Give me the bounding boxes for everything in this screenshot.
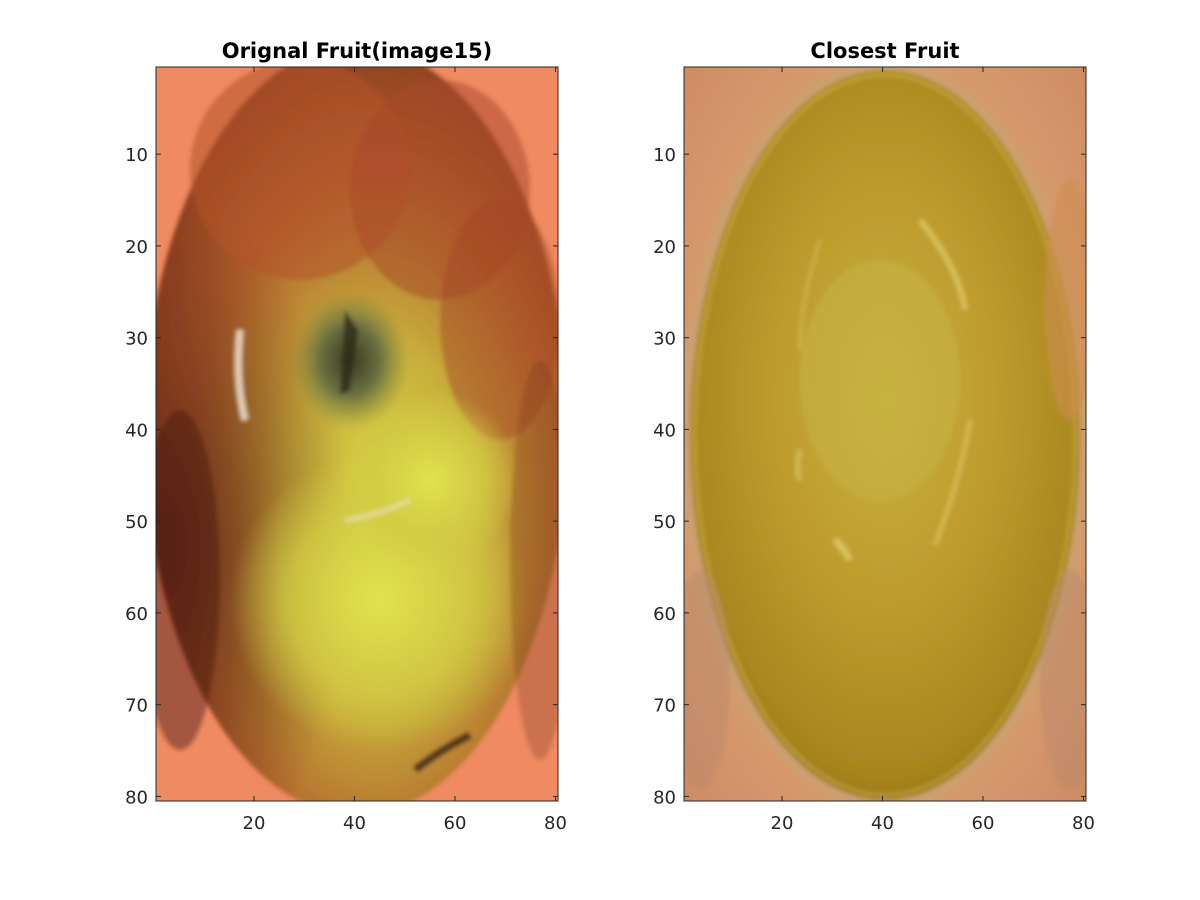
y-tick-label-closest: 40 xyxy=(653,420,676,441)
x-tick-label-closest: 40 xyxy=(871,813,894,834)
image-closest-fruit xyxy=(684,67,1086,801)
y-tick-label-original: 50 xyxy=(125,512,148,533)
y-tick-label-closest: 70 xyxy=(653,696,676,717)
y-tick-label-original: 80 xyxy=(125,787,148,808)
axes-closest: 20 40 60 80 10 20 30 40 50 60 70 80 Closest Fruit xyxy=(653,39,1095,834)
y-tick-label-original: 10 xyxy=(125,145,148,166)
y-tick-label-closest: 80 xyxy=(653,787,676,808)
chart-title-closest: Closest Fruit xyxy=(810,39,959,63)
x-tick-label-closest: 80 xyxy=(1072,813,1095,834)
x-tick-label-closest: 60 xyxy=(972,813,995,834)
x-tick-label-original: 40 xyxy=(343,813,366,834)
x-tick-label-original: 80 xyxy=(544,813,567,834)
y-tick-label-original: 70 xyxy=(125,696,148,717)
y-tick-label-closest: 30 xyxy=(653,329,676,350)
y-tick-label-closest: 50 xyxy=(653,512,676,533)
x-tick-label-original: 20 xyxy=(243,813,266,834)
y-tick-label-closest: 60 xyxy=(653,604,676,625)
y-tick-label-original: 60 xyxy=(125,604,148,625)
chart-title-original: Orignal Fruit(image15) xyxy=(222,39,493,63)
x-tick-label-original: 60 xyxy=(444,813,467,834)
y-tick-label-original: 40 xyxy=(125,420,148,441)
y-tick-label-original: 20 xyxy=(125,237,148,258)
y-tick-label-closest: 20 xyxy=(653,237,676,258)
image-original-apple xyxy=(156,67,558,801)
y-tick-label-closest: 10 xyxy=(653,145,676,166)
y-tick-label-original: 30 xyxy=(125,329,148,350)
axes-original: 20 40 60 80 10 20 30 40 50 60 70 80 Orignal Fruit(i… xyxy=(125,39,567,834)
x-tick-label-closest: 20 xyxy=(771,813,794,834)
